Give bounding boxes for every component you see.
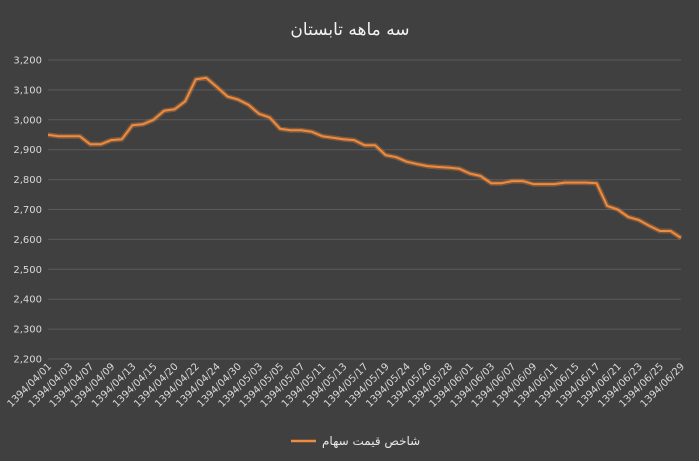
y-axis-ticks: 2,200 2,300 2,400 2,500 2,600 2,700 2,800 2,900… [13,56,42,366]
y-tick-label: 2,300 [13,325,42,336]
legend: شاخص قیمت سهام [291,434,420,449]
y-tick-label: 2,700 [13,205,42,216]
y-tick-label: 3,000 [13,115,42,126]
x-axis-ticks: 1394/04/011394/04/031394/04/071394/04/09… [6,361,688,410]
legend-label: شاخص قیمت سهام [322,434,420,449]
series-line-glow [47,75,683,240]
y-tick-label: 2,900 [13,145,42,156]
y-tick-label: 2,600 [13,235,42,246]
y-tick-label: 3,200 [13,56,42,67]
y-tick-label: 3,100 [13,85,42,96]
chart-title: سه ماهه تابستان [290,20,409,40]
y-tick-label: 2,500 [13,265,42,276]
grid-lines [48,59,681,360]
y-tick-label: 2,800 [13,175,42,186]
y-tick-label: 2,400 [13,295,42,306]
y-tick-label: 2,200 [13,355,42,366]
series-line [47,76,682,239]
series-lines [47,75,683,240]
